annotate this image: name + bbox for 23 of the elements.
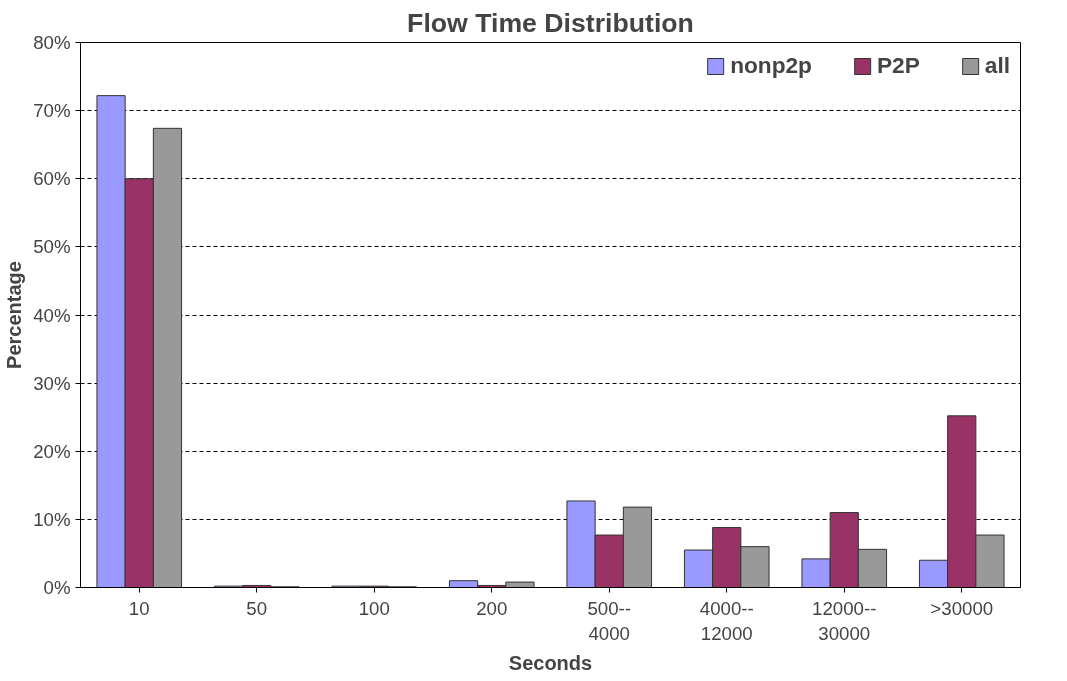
y-tick-label: 0% bbox=[43, 577, 71, 598]
y-tick-label: 60% bbox=[33, 168, 71, 190]
x-tick-label: 200 bbox=[476, 597, 508, 619]
legend-label: all bbox=[984, 52, 1010, 79]
x-tick-label: 50 bbox=[246, 597, 268, 619]
x-tick-label: 500-- 4000 bbox=[587, 597, 632, 644]
legend-label: nonp2p bbox=[730, 52, 812, 79]
chart-title: Flow Time Distribution bbox=[407, 7, 694, 38]
y-axis-title: Percentage bbox=[3, 261, 26, 369]
y-tick-label: 70% bbox=[33, 100, 71, 122]
legend-label: P2P bbox=[876, 52, 920, 79]
y-tick-label: 30% bbox=[33, 372, 71, 394]
x-tick-label: 12000-- 30000 bbox=[812, 597, 877, 644]
y-tick-label: 50% bbox=[33, 236, 71, 258]
x-tick-label: 4000-- 12000 bbox=[699, 597, 754, 644]
x-tick-label: 10 bbox=[128, 597, 150, 619]
y-tick-label: 80% bbox=[33, 32, 71, 53]
y-tick-label: 10% bbox=[33, 508, 71, 530]
x-tick-label: 100 bbox=[358, 597, 390, 619]
x-tick-label: >30000 bbox=[930, 597, 994, 619]
y-tick-label: 40% bbox=[33, 304, 71, 326]
x-axis-title: Seconds bbox=[508, 651, 593, 674]
y-tick-label: 20% bbox=[33, 440, 71, 462]
